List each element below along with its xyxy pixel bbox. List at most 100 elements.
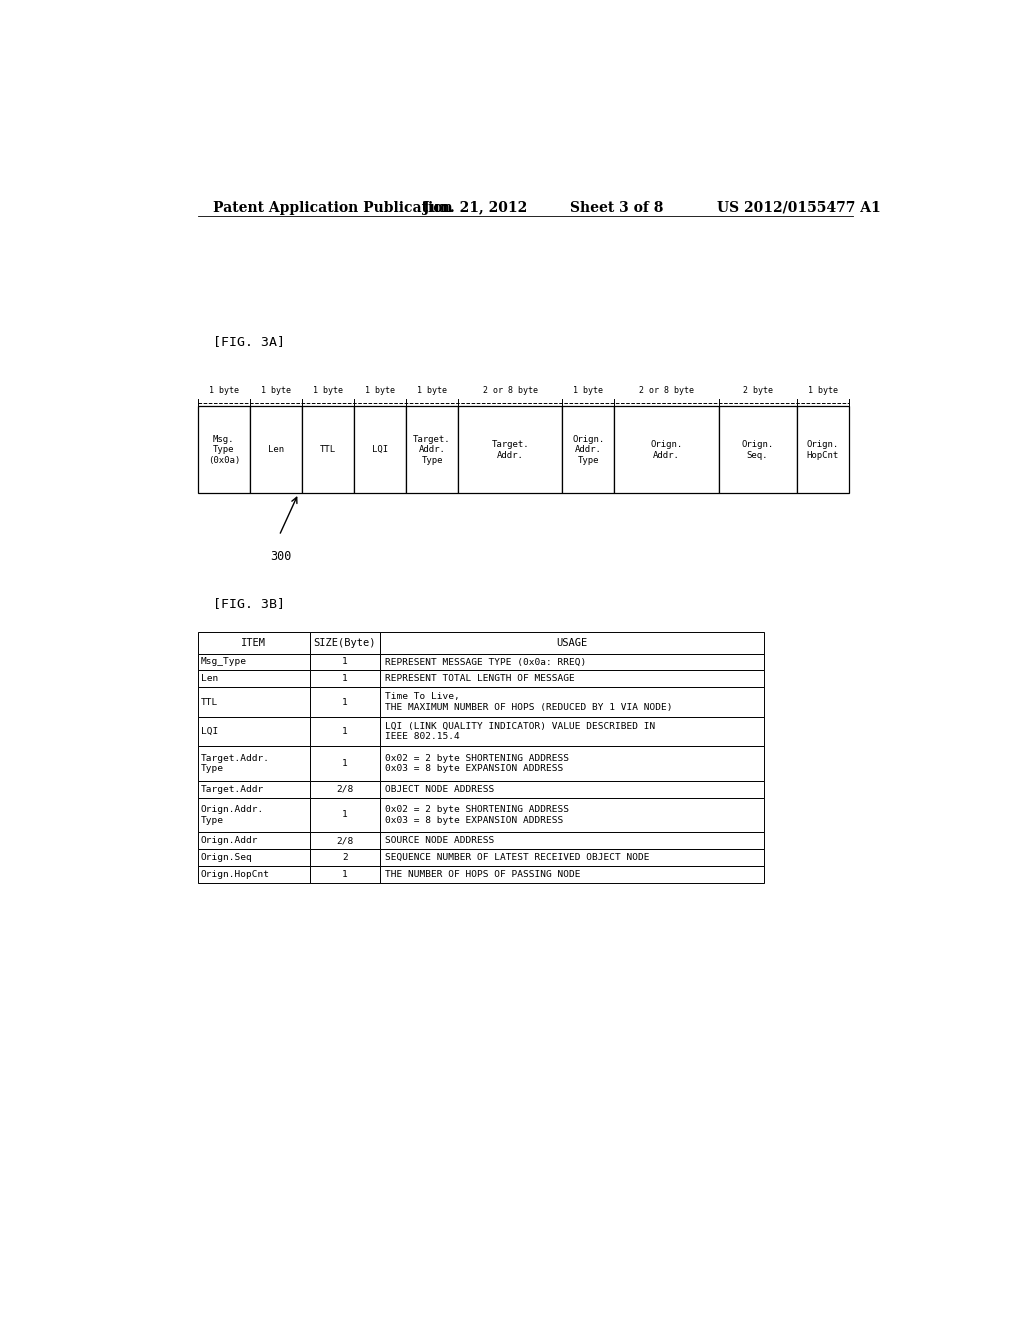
Bar <box>310 717 380 746</box>
Text: 2 or 8 byte: 2 or 8 byte <box>482 385 538 395</box>
Bar <box>198 797 310 832</box>
Bar <box>380 671 764 688</box>
Text: 2 byte: 2 byte <box>742 385 773 395</box>
Text: Jun. 21, 2012: Jun. 21, 2012 <box>423 201 526 215</box>
Text: [FIG. 3A]: [FIG. 3A] <box>213 335 286 348</box>
Text: Target.
Addr.: Target. Addr. <box>492 440 529 459</box>
Bar <box>198 688 310 717</box>
Text: 1: 1 <box>342 759 348 768</box>
Bar <box>458 407 562 494</box>
Text: SIZE(Byte): SIZE(Byte) <box>313 638 376 648</box>
Bar <box>380 849 764 866</box>
Bar <box>310 797 380 832</box>
Text: 0x02 = 2 byte SHORTENING ADDRESS
0x03 = 8 byte EXPANSION ADDRESS: 0x02 = 2 byte SHORTENING ADDRESS 0x03 = … <box>385 805 568 825</box>
Text: Target.Addr.
Type: Target.Addr. Type <box>201 754 270 774</box>
Bar <box>198 653 310 671</box>
Text: 1 byte: 1 byte <box>261 385 291 395</box>
Bar <box>310 849 380 866</box>
Text: 1 byte: 1 byte <box>808 385 838 395</box>
Text: 2 or 8 byte: 2 or 8 byte <box>639 385 694 395</box>
Text: OBJECT NODE ADDRESS: OBJECT NODE ADDRESS <box>385 784 494 793</box>
Text: Msg.
Type
(0x0a): Msg. Type (0x0a) <box>208 436 240 465</box>
Bar <box>198 849 310 866</box>
Text: 1 byte: 1 byte <box>365 385 395 395</box>
Bar <box>310 780 380 797</box>
Bar <box>380 688 764 717</box>
Text: Len: Len <box>268 445 284 454</box>
Bar <box>310 746 380 780</box>
Bar <box>380 780 764 797</box>
Text: Msg_Type: Msg_Type <box>201 657 247 667</box>
Text: Orign.
Addr.: Orign. Addr. <box>650 440 683 459</box>
Bar <box>198 632 310 653</box>
Bar <box>380 653 764 671</box>
Text: Sheet 3 of 8: Sheet 3 of 8 <box>569 201 664 215</box>
Bar <box>198 866 310 883</box>
Bar <box>310 866 380 883</box>
Bar <box>302 407 354 494</box>
Text: 1: 1 <box>342 675 348 684</box>
Text: 2/8: 2/8 <box>336 784 353 793</box>
Bar <box>354 407 407 494</box>
Text: 2: 2 <box>342 853 348 862</box>
Text: LQI: LQI <box>372 445 388 454</box>
Bar <box>198 780 310 797</box>
Text: REPRESENT MESSAGE TYPE (0x0a: RREQ): REPRESENT MESSAGE TYPE (0x0a: RREQ) <box>385 657 586 667</box>
Text: 1 byte: 1 byte <box>573 385 603 395</box>
Bar <box>198 746 310 780</box>
Text: 1: 1 <box>342 810 348 820</box>
Text: THE NUMBER OF HOPS OF PASSING NODE: THE NUMBER OF HOPS OF PASSING NODE <box>385 870 580 879</box>
Text: Orign.
Seq.: Orign. Seq. <box>741 440 774 459</box>
Text: 2/8: 2/8 <box>336 836 353 845</box>
Text: REPRESENT TOTAL LENGTH OF MESSAGE: REPRESENT TOTAL LENGTH OF MESSAGE <box>385 675 574 684</box>
Bar <box>310 671 380 688</box>
Bar <box>310 632 380 653</box>
Text: SEQUENCE NUMBER OF LATEST RECEIVED OBJECT NODE: SEQUENCE NUMBER OF LATEST RECEIVED OBJEC… <box>385 853 649 862</box>
Bar <box>310 832 380 849</box>
Text: USAGE: USAGE <box>556 638 588 648</box>
Text: 1 byte: 1 byte <box>209 385 239 395</box>
Bar <box>797 407 849 494</box>
Bar <box>198 671 310 688</box>
Bar <box>380 832 764 849</box>
Bar <box>198 717 310 746</box>
Bar <box>380 797 764 832</box>
Text: 1: 1 <box>342 727 348 735</box>
Bar <box>250 407 302 494</box>
Text: LQI: LQI <box>201 727 218 735</box>
Bar <box>614 407 719 494</box>
Text: Patent Application Publication: Patent Application Publication <box>213 201 453 215</box>
Text: Orign.Seq: Orign.Seq <box>201 853 253 862</box>
Text: 1 byte: 1 byte <box>417 385 447 395</box>
Text: LQI (LINK QUALITY INDICATOR) VALUE DESCRIBED IN
IEEE 802.15.4: LQI (LINK QUALITY INDICATOR) VALUE DESCR… <box>385 722 654 741</box>
Text: Orign.HopCnt: Orign.HopCnt <box>201 870 270 879</box>
Text: TTL: TTL <box>201 697 218 706</box>
Text: TTL: TTL <box>319 445 336 454</box>
Bar <box>310 653 380 671</box>
Bar <box>198 407 250 494</box>
Bar <box>719 407 797 494</box>
Text: 1: 1 <box>342 697 348 706</box>
Text: Orign.Addr.
Type: Orign.Addr. Type <box>201 805 264 825</box>
Text: 300: 300 <box>270 549 291 562</box>
Text: ITEM: ITEM <box>242 638 266 648</box>
Bar <box>198 832 310 849</box>
Bar <box>380 746 764 780</box>
Bar <box>310 688 380 717</box>
Text: Target.Addr: Target.Addr <box>201 784 264 793</box>
Text: SOURCE NODE ADDRESS: SOURCE NODE ADDRESS <box>385 836 494 845</box>
Text: US 2012/0155477 A1: US 2012/0155477 A1 <box>717 201 881 215</box>
Text: Time To Live,
THE MAXIMUM NUMBER OF HOPS (REDUCED BY 1 VIA NODE): Time To Live, THE MAXIMUM NUMBER OF HOPS… <box>385 692 672 711</box>
Bar <box>407 407 458 494</box>
Text: Orign.Addr: Orign.Addr <box>201 836 258 845</box>
Text: Orign.
Addr.
Type: Orign. Addr. Type <box>572 436 604 465</box>
Bar <box>380 866 764 883</box>
Bar <box>380 632 764 653</box>
Text: Target.
Addr.
Type: Target. Addr. Type <box>414 436 451 465</box>
Text: Orign.
HopCnt: Orign. HopCnt <box>807 440 839 459</box>
Text: [FIG. 3B]: [FIG. 3B] <box>213 598 286 610</box>
Text: Len: Len <box>201 675 218 684</box>
Text: 1: 1 <box>342 657 348 667</box>
Bar <box>562 407 614 494</box>
Text: 0x02 = 2 byte SHORTENING ADDRESS
0x03 = 8 byte EXPANSION ADDRESS: 0x02 = 2 byte SHORTENING ADDRESS 0x03 = … <box>385 754 568 774</box>
